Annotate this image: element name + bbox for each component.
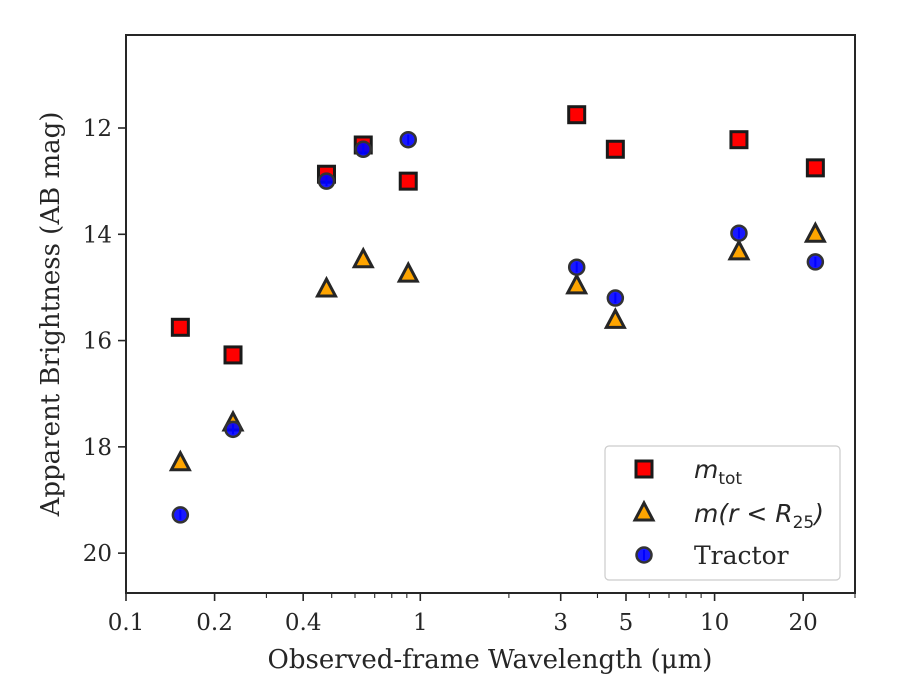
- legend-marker: [634, 459, 654, 479]
- square-marker: [223, 345, 243, 365]
- data-point: [729, 130, 749, 150]
- triangle-marker: [603, 307, 627, 329]
- data-point: [803, 221, 827, 243]
- x-tick-label: 3: [553, 610, 568, 636]
- triangle-marker: [727, 238, 751, 261]
- triangle-marker: [168, 449, 192, 472]
- data-point: [223, 345, 243, 365]
- circle-marker: [317, 172, 336, 190]
- legend-label: m(r < R25): [694, 499, 824, 533]
- y-tick-label: 14: [83, 222, 112, 248]
- circle-marker: [806, 253, 825, 271]
- triangle-marker: [803, 221, 827, 243]
- x-tick-label: 5: [619, 610, 634, 636]
- circle-marker: [354, 140, 373, 159]
- x-tick-label: 1: [413, 610, 428, 636]
- plot-area: [125, 34, 856, 594]
- square-marker: [398, 171, 418, 191]
- x-axis-label: Observed-frame Wavelength (μm): [268, 645, 713, 675]
- x-tick-label: 0.4: [285, 610, 322, 636]
- series-circle: [171, 130, 825, 524]
- y-tick-label: 18: [83, 435, 112, 461]
- y-tick-label: 12: [83, 116, 112, 142]
- data-point: [806, 253, 825, 271]
- data-point: [605, 139, 625, 159]
- y-tick-label: 16: [83, 329, 112, 355]
- triangle-marker: [351, 246, 375, 269]
- legend-label: mtot: [694, 455, 742, 489]
- data-point: [351, 246, 375, 269]
- legend-label: Tractor: [694, 541, 789, 570]
- data-point: [224, 420, 242, 439]
- legend: mtot m(r < R25) Tractor: [604, 445, 841, 581]
- y-axis: 12 14 16 18 20: [83, 116, 126, 567]
- data-point: [168, 449, 192, 472]
- square-marker: [805, 158, 825, 178]
- x-tick-label: 20: [789, 610, 818, 636]
- data-point: [398, 171, 418, 191]
- data-point: [730, 224, 748, 242]
- data-point: [314, 275, 338, 298]
- x-tick-label: 10: [700, 610, 729, 636]
- data-point: [354, 140, 373, 159]
- data-point: [727, 238, 751, 261]
- data-point: [565, 272, 589, 295]
- x-axis: 0.1 0.2 0.4 1 3 5 10 20: [108, 593, 856, 636]
- data-point: [170, 317, 190, 337]
- circle-marker: [567, 258, 586, 276]
- legend-marker: [635, 546, 653, 564]
- square-marker: [170, 317, 190, 337]
- square-marker: [634, 459, 654, 479]
- circle-marker: [399, 130, 417, 149]
- data-point: [567, 258, 586, 276]
- triangle-marker: [396, 260, 420, 283]
- data-point: [567, 105, 587, 125]
- data-point: [603, 307, 627, 329]
- circle-marker: [635, 546, 653, 564]
- x-tick-label: 0.2: [196, 610, 233, 636]
- square-marker: [567, 105, 587, 125]
- square-marker: [605, 139, 625, 159]
- y-axis-label: Apparent Brightness (AB mag): [36, 112, 66, 518]
- data-point: [317, 172, 336, 190]
- triangle-marker: [632, 499, 656, 522]
- legend-box: [604, 445, 841, 581]
- square-marker: [729, 130, 749, 150]
- circle-marker: [730, 224, 748, 242]
- legend-marker: [632, 499, 656, 522]
- circle-marker: [606, 289, 625, 307]
- x-tick-label: 0.1: [108, 610, 145, 636]
- data-point: [399, 130, 417, 149]
- data-point: [396, 260, 420, 283]
- triangle-marker: [314, 275, 338, 298]
- circle-marker: [224, 420, 242, 439]
- circle-marker: [171, 506, 190, 524]
- data-point: [805, 158, 825, 178]
- data-points: [168, 105, 827, 524]
- data-point: [606, 289, 625, 307]
- data-point: [171, 506, 190, 524]
- y-tick-label: 20: [83, 541, 112, 567]
- triangle-marker: [565, 272, 589, 295]
